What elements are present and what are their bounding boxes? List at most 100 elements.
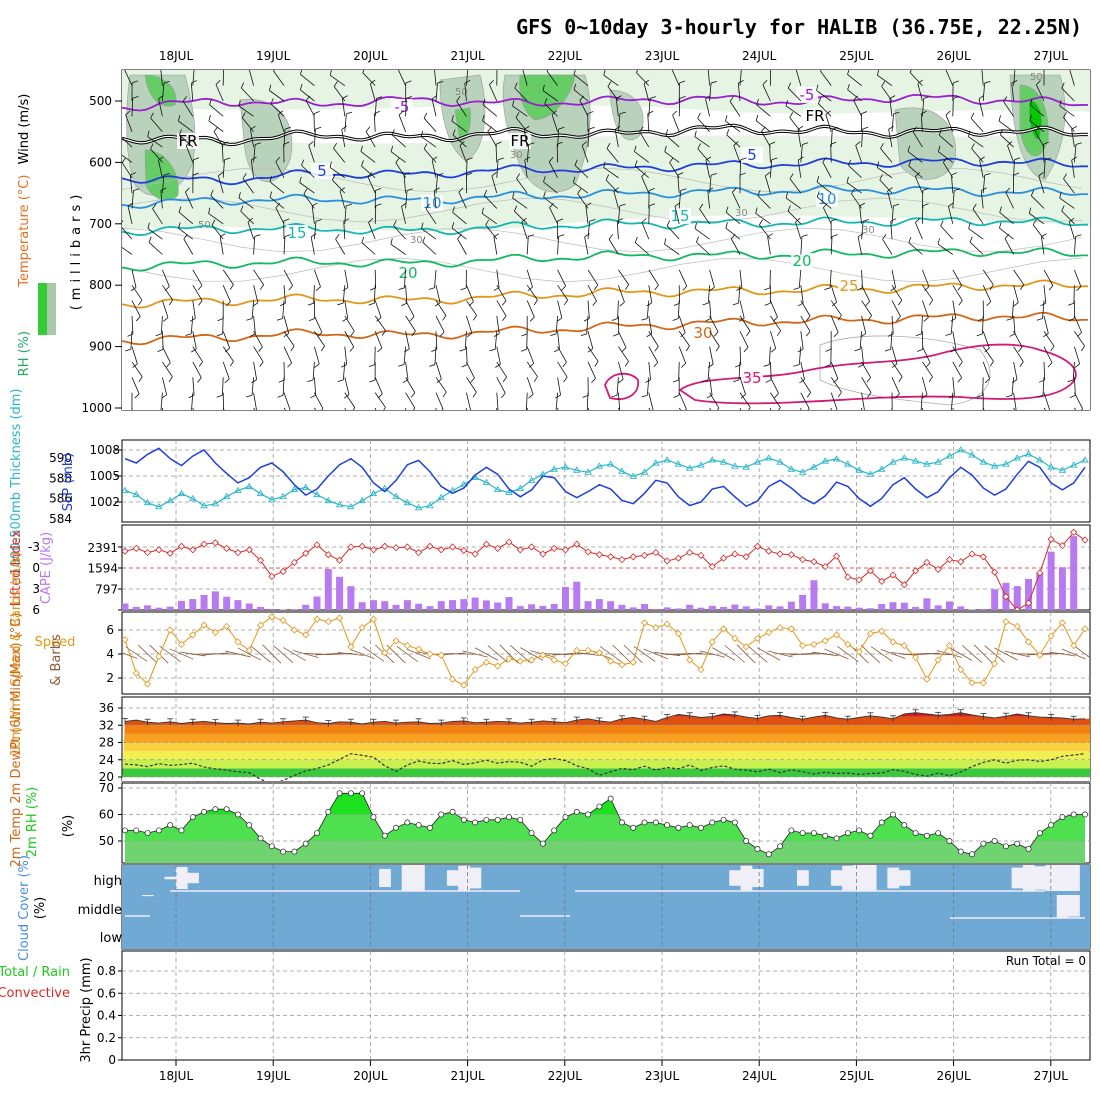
wind-barb-flag [241,112,246,118]
wind-barb-flag [825,348,832,352]
isotherm-line [122,216,1088,237]
rh-point [246,822,253,829]
wind-barb-flag [757,189,761,196]
lifted-index-point [1047,535,1055,543]
cape-bar [945,601,953,610]
wind-barb-flag [213,126,219,132]
li-tick-label: 0 [32,561,40,575]
wind-barb [877,74,893,86]
wind-barb-flag [915,333,922,337]
wind-barb-flag [1051,423,1054,428]
wind-barb-flag [733,379,740,383]
cloud-background [122,865,1090,949]
wind-barb [725,212,741,225]
wind-barb [341,129,346,148]
wind-barb [887,190,893,209]
wind-barb-flag [126,411,132,413]
thickness-point [493,485,502,493]
wind-barb-flag [863,219,869,222]
wind-barb-flag [1037,394,1044,398]
wind-barb [283,392,291,410]
wind-barb-flag [342,95,348,99]
wind-barb [968,136,984,148]
wind-barb-flag [641,172,647,177]
wind-barb [544,103,558,117]
wind-barb [275,207,285,224]
wind-barb-flag [333,142,337,149]
wind-barb [757,195,771,209]
wind-barb [368,222,376,240]
thickness-point [1036,456,1044,463]
wind-barb-flag [986,424,990,428]
wind-barb [587,331,594,349]
wind-barb-flag [211,219,216,226]
wind-barb-flag [715,423,719,428]
wind-barb [641,222,650,240]
wind-barb-flag [251,410,256,413]
wind-barb [797,129,802,148]
rh-point [460,816,467,823]
wind-barb-flag [398,65,402,69]
wind-barb [952,284,963,301]
wind-barb-flag [315,286,321,292]
wind-barb [209,104,224,117]
high-cloud-gap [887,867,900,889]
wind-barb-flag [321,423,325,428]
wind-barb [525,392,528,410]
wind-barb [526,144,530,163]
thickness-tick-label: 590 [49,451,72,465]
wind-barb-flag [555,394,561,399]
cape-bar [122,603,129,610]
thickness-point [753,458,762,465]
wind-barb [879,179,893,194]
wind-barb-flag [132,96,139,99]
wind-barb [830,407,832,410]
wind-barb [162,175,165,194]
thickness-point [776,458,784,465]
wind-barb [608,238,619,255]
wind-barb [982,175,986,194]
wind-barb [1004,238,1014,255]
wind-barb-flag [361,160,364,167]
wind-barb-flag [529,316,535,322]
wind-barb-flag [259,361,264,367]
wind-barb [524,159,528,178]
wind-barb [922,407,923,410]
thickness-point [764,454,773,461]
rh-point [494,816,501,823]
wind-barb-flag [376,317,382,322]
wind-barb-flag [133,188,140,191]
bottom-date-labels: 18JUL 19JUL 20JUL 21JUL 22JUL 23JUL 24JUL 25JUL… [159,1060,1068,1083]
wind-barb-flag [1015,66,1021,68]
wind-barb-flag [148,236,152,243]
cape-bar [674,608,682,610]
cape-bar [528,604,536,610]
wind-barb-flag [755,207,758,214]
lifted-index-point [652,549,660,557]
wind-barb [512,197,528,209]
wind-barb [762,84,771,102]
wind-barb [496,407,498,410]
temp-band [122,733,1090,743]
high-cloud-gap [164,876,177,880]
high-cloud-gap [864,865,877,891]
cape-bar [708,605,716,610]
rh-point [302,840,309,847]
wind-barb-flag [945,110,951,116]
wind-barb-flag [360,145,363,152]
wind-barb [1013,346,1024,362]
wind10m-barb [824,648,849,660]
rh-point [957,848,964,855]
wind10m-barb [406,648,431,660]
wind-speed-point [742,643,750,651]
wind-barb [573,74,589,86]
wind-barb [678,269,688,287]
wind-barb-flag [1047,362,1053,368]
wind-barb-flag [557,141,563,145]
lifted-index-point [482,540,490,548]
wind-barb-flag [315,126,322,130]
wind-barb [1043,361,1046,380]
wind-barb [405,315,416,332]
wind-barb-flag [666,220,671,226]
wind-barb-flag [621,347,627,353]
